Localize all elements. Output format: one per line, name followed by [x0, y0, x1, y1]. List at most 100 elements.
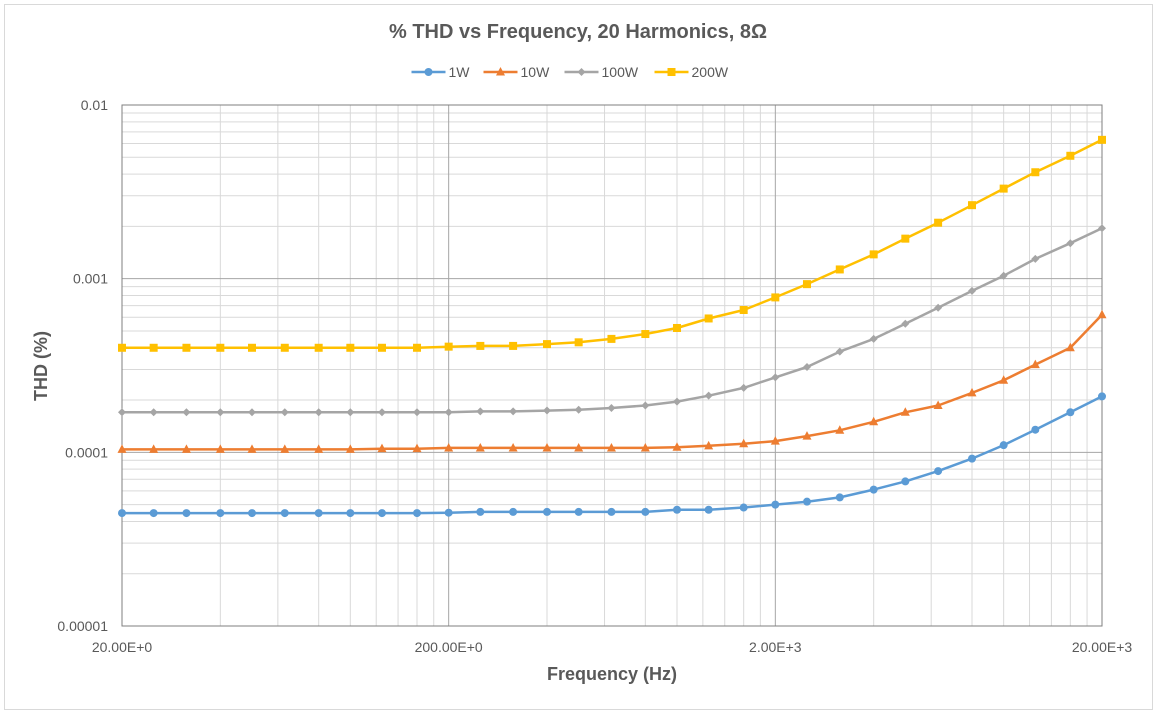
data-point-1w	[476, 507, 485, 516]
data-point-100w	[247, 408, 256, 417]
legend-item-200w: 200W	[654, 64, 729, 80]
data-point-100w	[476, 407, 485, 416]
data-point-100w	[771, 373, 780, 382]
data-point-1w	[574, 507, 583, 516]
data-point-200w	[346, 343, 355, 352]
data-point-200w	[476, 341, 485, 350]
data-point-1w	[607, 507, 616, 516]
legend-item-10w: 10W	[483, 64, 551, 80]
data-point-10w	[574, 442, 584, 452]
data-point-10w	[542, 442, 552, 452]
data-point-100w	[641, 401, 650, 410]
data-point-200w	[182, 343, 191, 352]
data-point-1w	[314, 509, 323, 518]
data-point-1w	[118, 509, 126, 518]
data-point-1w	[247, 509, 256, 518]
y-axis-tick-labels: 0.00001 0.0001 0.001 0.01	[57, 97, 108, 634]
data-point-10w	[606, 442, 616, 452]
data-point-100w	[934, 303, 943, 312]
data-point-100w	[182, 408, 191, 417]
plot-area-border	[121, 104, 1103, 627]
data-point-100w	[280, 408, 289, 417]
data-point-1w	[641, 507, 650, 516]
legend-marker	[577, 68, 586, 76]
data-point-10w	[247, 444, 257, 453]
data-point-100w	[543, 406, 552, 415]
data-point-200w	[835, 265, 844, 274]
data-point-10w	[475, 442, 485, 452]
data-point-200w	[1066, 151, 1075, 160]
data-point-200w	[802, 280, 811, 289]
data-point-100w	[216, 408, 225, 417]
data-point-1w	[182, 509, 191, 518]
data-point-10w	[704, 440, 714, 450]
data-point-1w	[704, 505, 713, 514]
data-point-1w	[280, 509, 289, 518]
data-point-100w	[999, 271, 1008, 280]
data-point-200w	[1031, 168, 1040, 177]
data-point-10w	[508, 442, 518, 452]
series-layer	[117, 135, 1107, 518]
legend-item-100w: 100W	[564, 64, 639, 80]
legend: 1W 10W 100W 200W	[411, 64, 729, 80]
data-point-100w	[739, 383, 748, 392]
data-point-200w	[704, 314, 713, 323]
data-point-100w	[869, 334, 878, 343]
data-point-200w	[118, 343, 126, 352]
data-point-10w	[1097, 309, 1107, 319]
data-point-1w	[835, 493, 844, 502]
legend-label: 200W	[692, 64, 729, 80]
data-point-200w	[607, 334, 616, 343]
data-point-200w	[771, 293, 780, 302]
data-point-10w	[999, 375, 1009, 384]
y-tick-label: 0.01	[81, 97, 108, 113]
data-point-1w	[934, 467, 943, 476]
x-axis-tick-labels: 20.00E+0 200.00E+0 2.00E+3 20.00E+3	[92, 639, 1133, 655]
data-point-1w	[377, 509, 386, 518]
data-point-100w	[1066, 239, 1075, 248]
data-point-1w	[802, 497, 811, 506]
data-point-100w	[802, 363, 811, 372]
legend-item-1w: 1W	[411, 64, 471, 80]
series-10w	[117, 309, 1107, 453]
data-point-1w	[509, 507, 518, 516]
data-point-10w	[280, 444, 290, 453]
data-point-10w	[1030, 359, 1040, 369]
data-point-10w	[412, 443, 422, 453]
data-point-100w	[118, 408, 126, 417]
data-point-200w	[377, 343, 386, 352]
data-point-200w	[901, 234, 910, 243]
data-point-10w	[444, 442, 454, 452]
legend-label: 100W	[602, 64, 639, 80]
data-point-200w	[672, 323, 681, 332]
x-tick-label: 20.00E+3	[1072, 639, 1133, 655]
data-point-200w	[574, 338, 583, 347]
data-point-10w	[739, 438, 749, 448]
data-point-10w	[345, 444, 355, 453]
legend-label: 10W	[521, 64, 551, 80]
data-point-1w	[739, 503, 748, 512]
data-point-1w	[149, 509, 158, 518]
data-point-200w	[314, 343, 323, 352]
data-point-1w	[999, 441, 1008, 450]
data-point-1w	[543, 507, 552, 516]
x-tick-label: 20.00E+0	[92, 639, 153, 655]
data-point-1w	[672, 505, 681, 514]
data-point-10w	[802, 431, 812, 440]
x-tick-label: 2.00E+3	[749, 639, 802, 655]
data-point-100w	[444, 408, 453, 417]
data-point-200w	[509, 341, 518, 350]
data-point-1w	[968, 454, 977, 463]
x-axis-title: Frequency (Hz)	[547, 664, 677, 684]
legend-label: 1W	[449, 64, 471, 80]
legend-marker	[496, 67, 505, 76]
data-point-200w	[999, 184, 1008, 193]
data-point-200w	[247, 343, 256, 352]
data-point-10w	[314, 444, 324, 453]
series-200w	[118, 135, 1106, 352]
chart-area-border	[4, 4, 1153, 710]
data-point-1w	[1031, 425, 1040, 434]
data-point-100w	[1031, 254, 1040, 263]
data-point-1w	[216, 509, 225, 518]
